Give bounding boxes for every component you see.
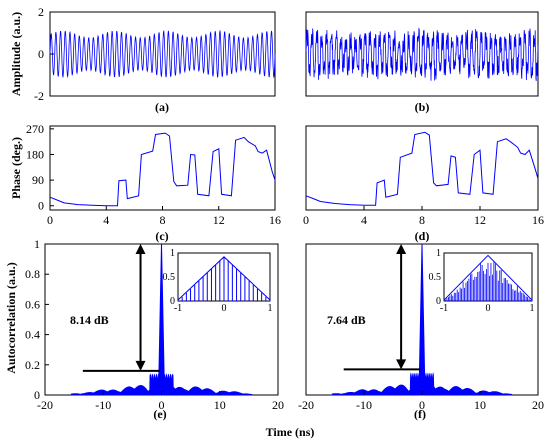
panel-f-xticks: -20 -10 0 10 20	[298, 391, 544, 412]
panel-d-plot	[305, 131, 539, 206]
d-xtick-label: 12	[474, 213, 486, 227]
f-xtick-label: 0	[419, 398, 425, 412]
e-ytick-label: 0.4	[25, 328, 40, 342]
e-xtick-label: 20	[272, 398, 284, 412]
f-arrow-head-up	[396, 244, 407, 254]
c-ytick-label: 90	[32, 173, 44, 187]
a-series-line	[49, 29, 276, 79]
ylabel-autocorrelation: Autocorrelation (a.u.)	[4, 262, 18, 373]
f-main-peak	[418, 243, 426, 396]
e-ytick-label: 0.8	[25, 267, 40, 281]
panel-b-label: (b)	[415, 100, 430, 114]
ylabel-phase: Phase (deg.)	[9, 137, 23, 199]
c-xtick-label: 8	[160, 213, 166, 227]
c-xtick-label: 16	[269, 213, 281, 227]
e-ytick-label: 1	[34, 237, 40, 251]
panel-f: -20 -10 0 10 20 7.64 dB -1 0 100.51 (f)	[298, 243, 544, 421]
d-xtick-label: 4	[361, 213, 367, 227]
panel-d-label: (d)	[415, 229, 430, 243]
panel-e-annotation-text: 8.14 dB	[70, 313, 109, 327]
e-xtick-label: 10	[214, 398, 226, 412]
panel-e-plot	[70, 243, 253, 396]
e-main-peak	[157, 243, 166, 396]
e-arrow-head-down	[135, 360, 146, 371]
d-xtick-label: 0	[303, 213, 309, 227]
e-xtick-label: -20	[37, 398, 53, 412]
c-xtick-label: 4	[103, 213, 109, 227]
e-ytick-label: 0.6	[25, 297, 40, 311]
c-xtick-label: 0	[47, 213, 53, 227]
e-ytick-label: 0	[34, 388, 40, 402]
panel-e-yticks: 0 0.2 0.4 0.6 0.8 1	[25, 237, 49, 402]
panel-f-annotation	[343, 244, 421, 371]
panel-f-label: (f)	[414, 407, 426, 421]
xlabel-time: Time (ns)	[266, 425, 315, 439]
f-inset-ytick-label: 0	[436, 296, 441, 307]
e-inset-envelope	[177, 256, 271, 301]
panel-d-frame	[305, 125, 539, 211]
a-ytick-label: 2	[38, 5, 44, 19]
e-xtick-label: -10	[95, 398, 111, 412]
e-ytick-label: 0.2	[25, 358, 40, 372]
c-series-line	[49, 132, 276, 207]
d-series-line	[305, 131, 539, 206]
f-xtick-label: 20	[532, 398, 544, 412]
f-inset-xtick-label: -1	[440, 303, 448, 314]
d-xtick-label: 8	[419, 213, 425, 227]
panel-a-plot	[49, 29, 276, 79]
e-inset-ytick-label: 1	[170, 248, 175, 259]
f-inset-xtick-label: 1	[530, 303, 535, 314]
e-arrow-head-up	[135, 244, 146, 254]
f-inset-ytick-label: 1	[436, 248, 441, 259]
panel-d: 0 4 8 12 16 (d)	[303, 125, 544, 243]
a-ytick-label: 0	[38, 47, 44, 61]
f-xtick-label: -20	[298, 398, 314, 412]
f-inset-ytick-label: 0.5	[429, 272, 442, 283]
f-inset-envelope	[443, 254, 533, 301]
panel-c-yticks: 0 90 180 270	[26, 122, 54, 213]
panel-a-label: (a)	[155, 100, 169, 114]
c-ytick-label: 270	[26, 122, 44, 136]
e-inset-xtick-label: -1	[174, 303, 182, 314]
f-arrow-head-down	[396, 359, 407, 370]
panel-c-xticks: 0 4 8 12 16	[47, 206, 281, 227]
panel-f-annotation-text: 7.64 dB	[327, 313, 366, 327]
e-inset-ytick-label: 0	[170, 296, 175, 307]
panel-a: -2 0 2 (a)	[34, 5, 276, 114]
f-xtick-label: 10	[474, 398, 486, 412]
panel-d-xticks: 0 4 8 12 16	[303, 206, 544, 227]
c-ytick-label: 180	[26, 147, 44, 161]
panel-c-plot	[49, 132, 276, 207]
panel-e-label: (e)	[153, 407, 166, 421]
panel-c: 0 4 8 12 16 0 90 180 270 (c)	[26, 122, 281, 243]
panel-e-annotation	[82, 244, 160, 372]
panel-e: -20 -10 0 10 20 00.20.40.60.81 8.14 dB -1 0 10…	[25, 237, 284, 421]
a-ytick-label: -2	[34, 89, 44, 103]
panel-c-label: (c)	[155, 229, 168, 243]
c-ytick-label: 0	[38, 199, 44, 213]
b-series-line	[305, 27, 539, 81]
panel-f-inset: -1 0 100.51	[429, 248, 535, 314]
d-xtick-label: 16	[532, 213, 544, 227]
f-xtick-label: -10	[356, 398, 372, 412]
e-inset-ytick-label: 0.5	[163, 272, 176, 283]
panel-a-yticks: -2 0 2	[34, 5, 54, 103]
ylabel-amplitude: Amplitude (a.u.)	[9, 12, 23, 96]
e-xtick-label: 0	[159, 398, 165, 412]
panel-b-plot	[305, 27, 539, 81]
f-inset-xtick-label: 0	[486, 303, 491, 314]
panel-e-xticks: -20 -10 0 10 20	[37, 391, 284, 412]
panel-e-inset: -1 0 100.51	[163, 248, 273, 314]
panel-b: (b)	[305, 11, 539, 114]
c-xtick-label: 12	[213, 213, 225, 227]
e-inset-xtick-label: 0	[222, 303, 227, 314]
e-inset-xtick-label: 1	[268, 303, 273, 314]
